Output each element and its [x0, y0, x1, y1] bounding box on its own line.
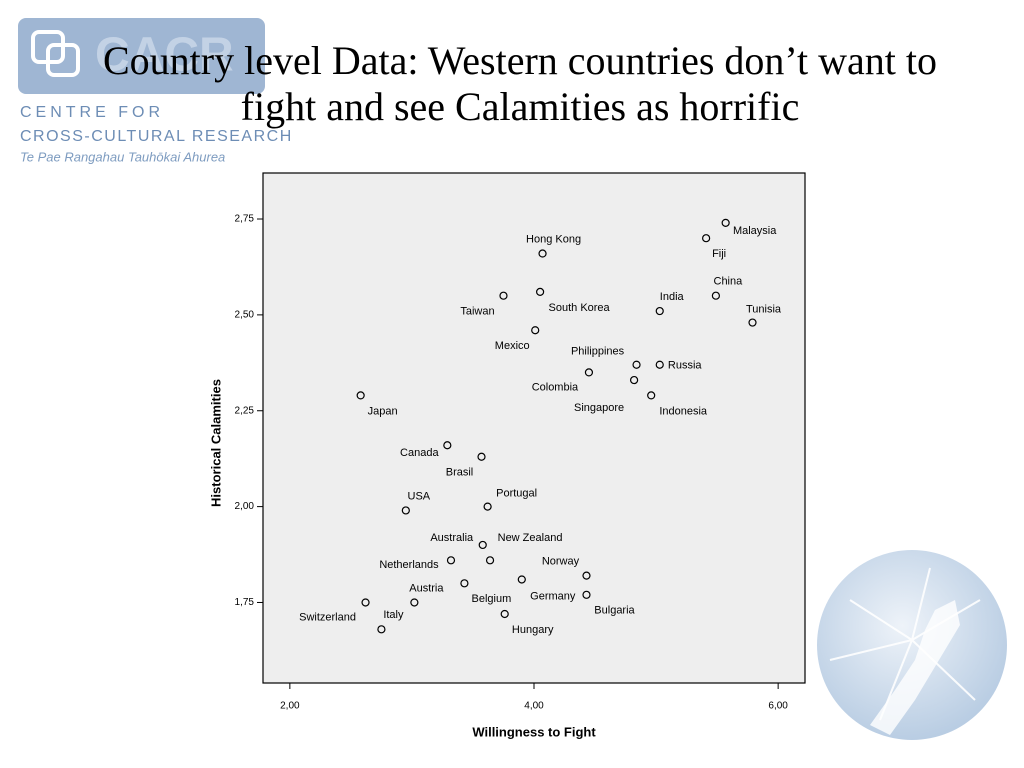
point-label: Tunisia: [746, 303, 782, 315]
point: [748, 318, 757, 327]
point: [477, 452, 486, 461]
plot-area: [262, 172, 806, 684]
point-label: Bulgaria: [594, 605, 635, 617]
point-label: Germany: [530, 590, 576, 602]
point-label: Netherlands: [379, 559, 439, 571]
point-label: Fiji: [712, 248, 726, 260]
point-label: Italy: [383, 609, 404, 621]
point: [721, 218, 730, 227]
point-label: Austria: [409, 582, 444, 594]
logo-text: CENTRE FOR: [20, 104, 164, 121]
point-label: Switzerland: [299, 611, 356, 623]
logo-mark: CACR: [95, 29, 234, 82]
point: [655, 306, 664, 316]
point: [485, 556, 495, 565]
point: [584, 368, 594, 377]
point-label: New Zealand: [498, 532, 563, 544]
x-tick-label: 6,00: [768, 701, 788, 712]
point: [655, 360, 664, 369]
point: [517, 575, 526, 584]
y-tick-label: 2,25: [235, 405, 255, 416]
point-label: Portugal: [496, 488, 537, 500]
y-tick-label: 2,75: [235, 214, 255, 225]
point: [361, 598, 370, 607]
point-label: Colombia: [532, 381, 579, 393]
point-label: China: [714, 276, 744, 288]
point-label: Hungary: [512, 624, 554, 636]
x-axis-label: Willingness to Fight: [472, 724, 596, 739]
point-label: Canada: [400, 447, 439, 459]
point-label: Mexico: [495, 340, 530, 352]
y-tick-label: 2,50: [235, 310, 255, 321]
logo-band: [18, 18, 265, 94]
point: [711, 291, 720, 300]
logo: CACR CENTRE FOR CROSS-CULTURAL RESEARCH …: [18, 18, 293, 164]
point: [478, 540, 487, 550]
point: [629, 375, 639, 385]
point: [460, 579, 469, 588]
point: [500, 609, 509, 619]
point-label: Russia: [668, 360, 703, 372]
logo-icon: [46, 43, 80, 77]
point-label: Hong Kong: [526, 233, 581, 245]
globe-map: [870, 600, 960, 735]
x-tick-label: 4,00: [524, 701, 544, 712]
point-label: Brasil: [446, 467, 474, 479]
point-label: Belgium: [472, 593, 512, 605]
point: [538, 249, 547, 258]
point-label: Malaysia: [733, 225, 777, 237]
point: [446, 556, 456, 565]
point: [377, 625, 386, 634]
point: [582, 571, 591, 580]
point: [443, 441, 452, 450]
point-label: Japan: [368, 405, 398, 417]
y-tick-label: 2,00: [235, 501, 255, 512]
point: [410, 598, 419, 607]
logo-text: CROSS-CULTURAL RESEARCH: [20, 128, 293, 145]
point-label: Singapore: [574, 402, 624, 414]
point-label: Norway: [542, 556, 580, 568]
point: [702, 234, 711, 243]
point: [356, 391, 365, 400]
point: [499, 291, 508, 300]
point-label: USA: [408, 490, 431, 502]
point: [483, 502, 492, 511]
point-label: Indonesia: [659, 405, 708, 417]
point-label: Taiwan: [460, 306, 494, 318]
point: [632, 360, 641, 369]
globe: [817, 550, 1007, 740]
point: [582, 590, 591, 599]
point-label: India: [660, 291, 685, 303]
x-tick-label: 2,00: [280, 701, 300, 712]
globe-circle: [817, 550, 1007, 740]
logo-text: Te Pae Rangahau Tauhōkai Ahurea: [20, 149, 225, 164]
point-label: Australia: [430, 532, 474, 544]
slide-title: Country level Data: Western countries do…: [102, 38, 937, 129]
y-axis-label: Historical Calamities: [208, 379, 223, 507]
point: [531, 326, 540, 335]
point: [536, 287, 545, 296]
point-label: South Korea: [549, 302, 611, 314]
point: [647, 391, 656, 400]
y-tick-label: 1,75: [235, 597, 255, 608]
point-label: Philippines: [571, 346, 625, 358]
globe-arrows: [829, 567, 981, 721]
point: [401, 506, 410, 515]
